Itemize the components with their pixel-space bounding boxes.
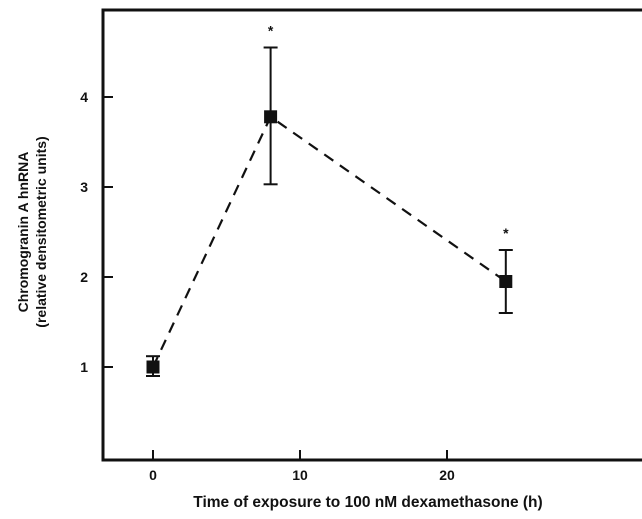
significance-marker: * [268,23,274,39]
data-point [499,275,512,288]
y-tick-label: 2 [80,269,88,285]
y-axis-ticks: 1 2 3 4 [80,89,113,375]
x-tick-label: 20 [439,467,455,483]
y-tick-label: 4 [80,89,88,105]
y-tick-label: 3 [80,179,88,195]
significance-marker: * [503,225,509,241]
x-tick-label: 0 [149,467,157,483]
y-axis-label-line2: (relative densitometric units) [33,136,49,327]
y-axis-label-line1: Chromogranin A hnRNA [15,152,31,313]
series-line [153,117,506,367]
y-tick-label: 1 [80,359,88,375]
x-tick-label: 10 [292,467,308,483]
series-layer: ** [146,23,513,377]
x-axis-ticks: 0 10 20 [149,450,455,483]
data-point [147,361,160,374]
x-axis-label: Time of exposure to 100 nM dexamethasone… [193,494,542,511]
data-point [264,110,277,123]
plot-frame [102,10,642,460]
